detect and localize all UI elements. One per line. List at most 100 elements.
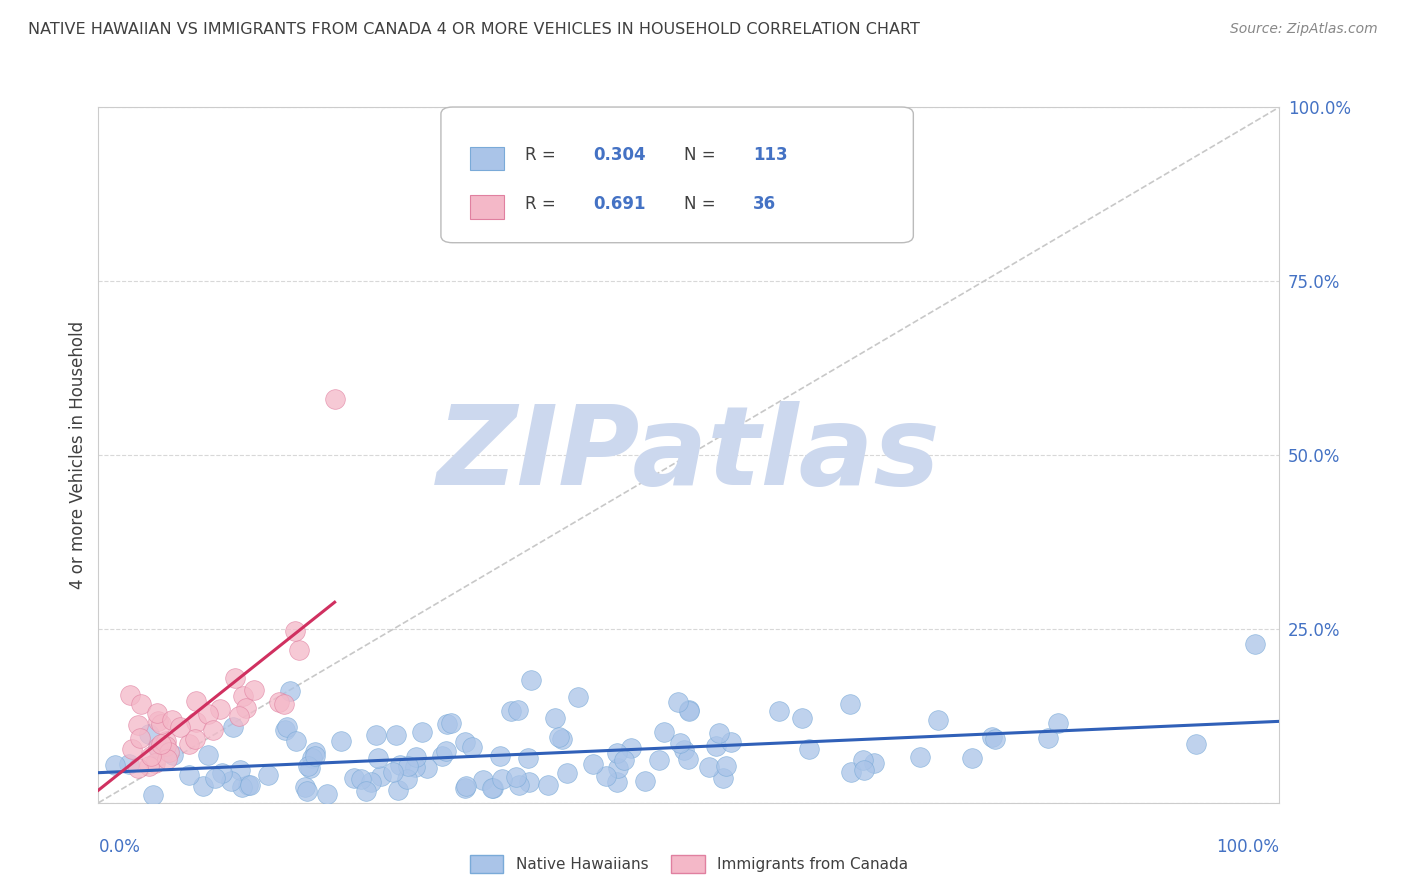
Point: [273, 697, 295, 711]
Point: [790, 711, 813, 725]
Point: [517, 751, 540, 765]
Point: [148, 714, 170, 729]
Point: [224, 671, 246, 685]
Point: [370, 769, 392, 783]
Point: [544, 710, 567, 724]
Point: [149, 717, 172, 731]
Point: [863, 756, 886, 771]
Point: [1244, 637, 1267, 651]
Point: [460, 739, 482, 754]
Point: [720, 735, 742, 749]
Point: [606, 775, 628, 789]
Text: 36: 36: [752, 194, 776, 213]
Point: [367, 751, 389, 765]
Point: [709, 726, 731, 740]
Point: [499, 704, 522, 718]
Point: [146, 706, 169, 720]
Point: [481, 780, 503, 795]
Point: [482, 780, 505, 795]
Point: [343, 771, 366, 785]
FancyBboxPatch shape: [471, 146, 503, 170]
Point: [329, 734, 352, 748]
Point: [117, 756, 139, 771]
Text: Source: ZipAtlas.com: Source: ZipAtlas.com: [1230, 22, 1378, 37]
Point: [666, 694, 689, 708]
Point: [648, 754, 671, 768]
Point: [146, 740, 169, 755]
Point: [284, 734, 307, 748]
Point: [519, 673, 541, 687]
Point: [121, 741, 143, 756]
Point: [395, 772, 418, 786]
Point: [699, 760, 721, 774]
Point: [150, 737, 173, 751]
Point: [537, 778, 560, 792]
Point: [716, 758, 738, 772]
Point: [129, 731, 152, 745]
Point: [489, 748, 512, 763]
Point: [595, 769, 617, 783]
Point: [304, 745, 326, 759]
Point: [295, 783, 318, 797]
Point: [127, 718, 149, 732]
Point: [157, 745, 180, 759]
Point: [582, 756, 605, 771]
Point: [557, 765, 579, 780]
Point: [208, 702, 231, 716]
Point: [280, 683, 302, 698]
Point: [297, 759, 319, 773]
Point: [472, 772, 495, 787]
Point: [350, 772, 373, 787]
Point: [606, 746, 628, 760]
Point: [219, 774, 242, 789]
Point: [434, 744, 457, 758]
Point: [416, 761, 439, 775]
Point: [396, 759, 419, 773]
Text: ZIPatlas: ZIPatlas: [437, 401, 941, 508]
Point: [430, 748, 453, 763]
Point: [962, 751, 984, 765]
Text: 113: 113: [752, 146, 787, 164]
FancyBboxPatch shape: [471, 195, 503, 219]
Point: [184, 714, 207, 729]
Point: [839, 697, 862, 711]
Text: R =: R =: [524, 194, 561, 213]
Point: [160, 714, 183, 728]
Text: N =: N =: [685, 146, 721, 164]
Point: [984, 732, 1007, 747]
Point: [235, 701, 257, 715]
Point: [148, 739, 170, 754]
Point: [204, 771, 226, 785]
Point: [267, 695, 290, 709]
Point: [276, 720, 298, 734]
Point: [768, 704, 790, 718]
Point: [186, 694, 208, 708]
Point: [243, 683, 266, 698]
Point: [387, 783, 409, 797]
Point: [454, 779, 477, 793]
Point: [908, 750, 931, 764]
Point: [202, 723, 225, 738]
Point: [283, 624, 305, 638]
Point: [711, 772, 734, 786]
Point: [634, 774, 657, 789]
Point: [298, 761, 321, 775]
Point: [231, 780, 253, 794]
Text: 0.304: 0.304: [593, 146, 645, 164]
Point: [678, 704, 700, 718]
Point: [104, 758, 127, 772]
Point: [138, 759, 160, 773]
Point: [191, 780, 214, 794]
Point: [138, 727, 160, 741]
Point: [257, 768, 280, 782]
Point: [129, 697, 152, 711]
Text: 0.0%: 0.0%: [98, 838, 141, 855]
Point: [197, 747, 219, 762]
Point: [156, 752, 179, 766]
Point: [177, 738, 200, 752]
Point: [853, 763, 876, 777]
Point: [678, 703, 700, 717]
Point: [274, 723, 297, 738]
Point: [567, 690, 589, 704]
Point: [232, 689, 254, 703]
